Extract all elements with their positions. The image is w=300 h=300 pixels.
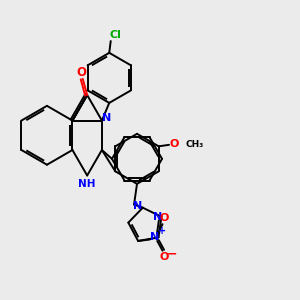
Text: N: N	[153, 212, 163, 222]
Text: O: O	[159, 252, 169, 262]
Text: N: N	[133, 201, 142, 211]
Text: O: O	[76, 66, 86, 79]
Text: N: N	[102, 113, 111, 123]
Text: +: +	[158, 226, 166, 236]
Text: CH₃: CH₃	[185, 140, 203, 149]
Text: Cl: Cl	[109, 30, 121, 40]
Text: −: −	[167, 248, 177, 261]
Text: O: O	[169, 139, 179, 149]
Text: O: O	[159, 213, 169, 223]
Text: NH: NH	[78, 179, 96, 189]
Text: N: N	[150, 232, 160, 242]
